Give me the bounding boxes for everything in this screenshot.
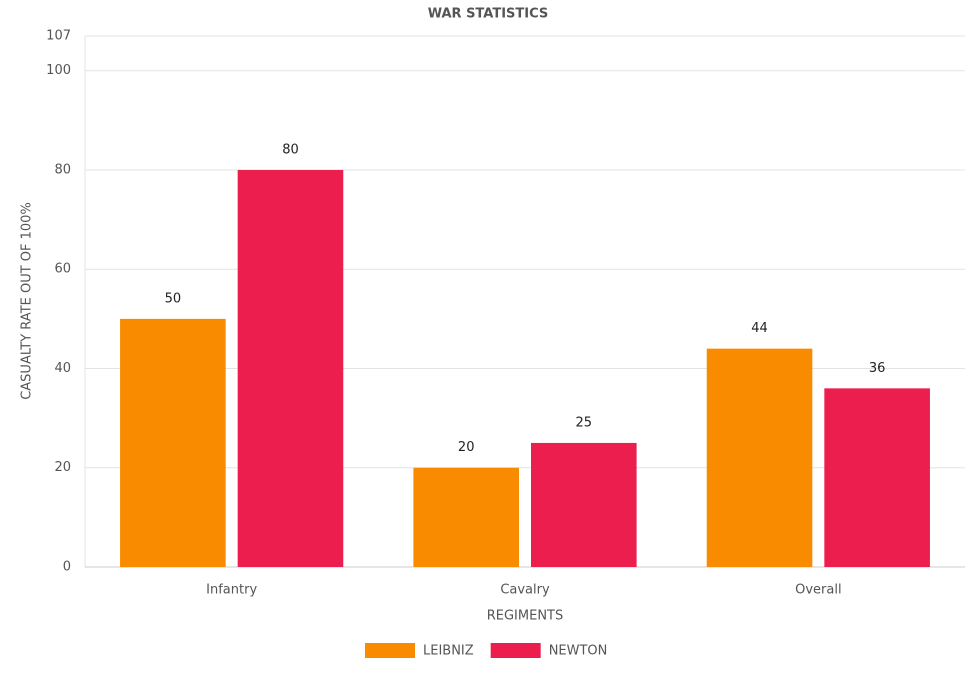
y-tick-label: 80 [54,162,71,177]
value-label: 80 [282,142,299,157]
value-label: 36 [869,361,886,376]
bar [120,318,226,567]
y-tick-label: 60 [54,262,71,277]
y-tick-label: 107 [46,29,71,44]
bar [237,169,344,567]
x-tick-label: Cavalry [500,583,550,598]
x-axis-label: REGIMENTS [487,609,564,624]
value-label: 20 [458,440,475,455]
bar [824,388,930,567]
value-label: 50 [165,291,182,306]
legend-label: LEIBNIZ [423,644,474,659]
bar [706,348,813,567]
y-tick-label: 20 [54,460,71,475]
legend-swatch [365,643,415,658]
x-tick-label: Overall [795,583,841,598]
y-tick-label: 0 [63,560,71,575]
x-tick-label: Infantry [206,583,257,598]
legend-swatch [490,643,541,658]
chart-title: WAR STATISTICS [428,7,549,22]
value-label: 25 [576,415,593,430]
legend-label: NEWTON [549,644,608,659]
bar [413,467,519,567]
bar [531,442,637,567]
value-label: 44 [751,321,768,336]
y-axis-label: CASUALTY RATE OUT OF 100% [20,202,35,400]
y-tick-label: 100 [46,63,71,78]
y-tick-label: 40 [54,361,71,376]
